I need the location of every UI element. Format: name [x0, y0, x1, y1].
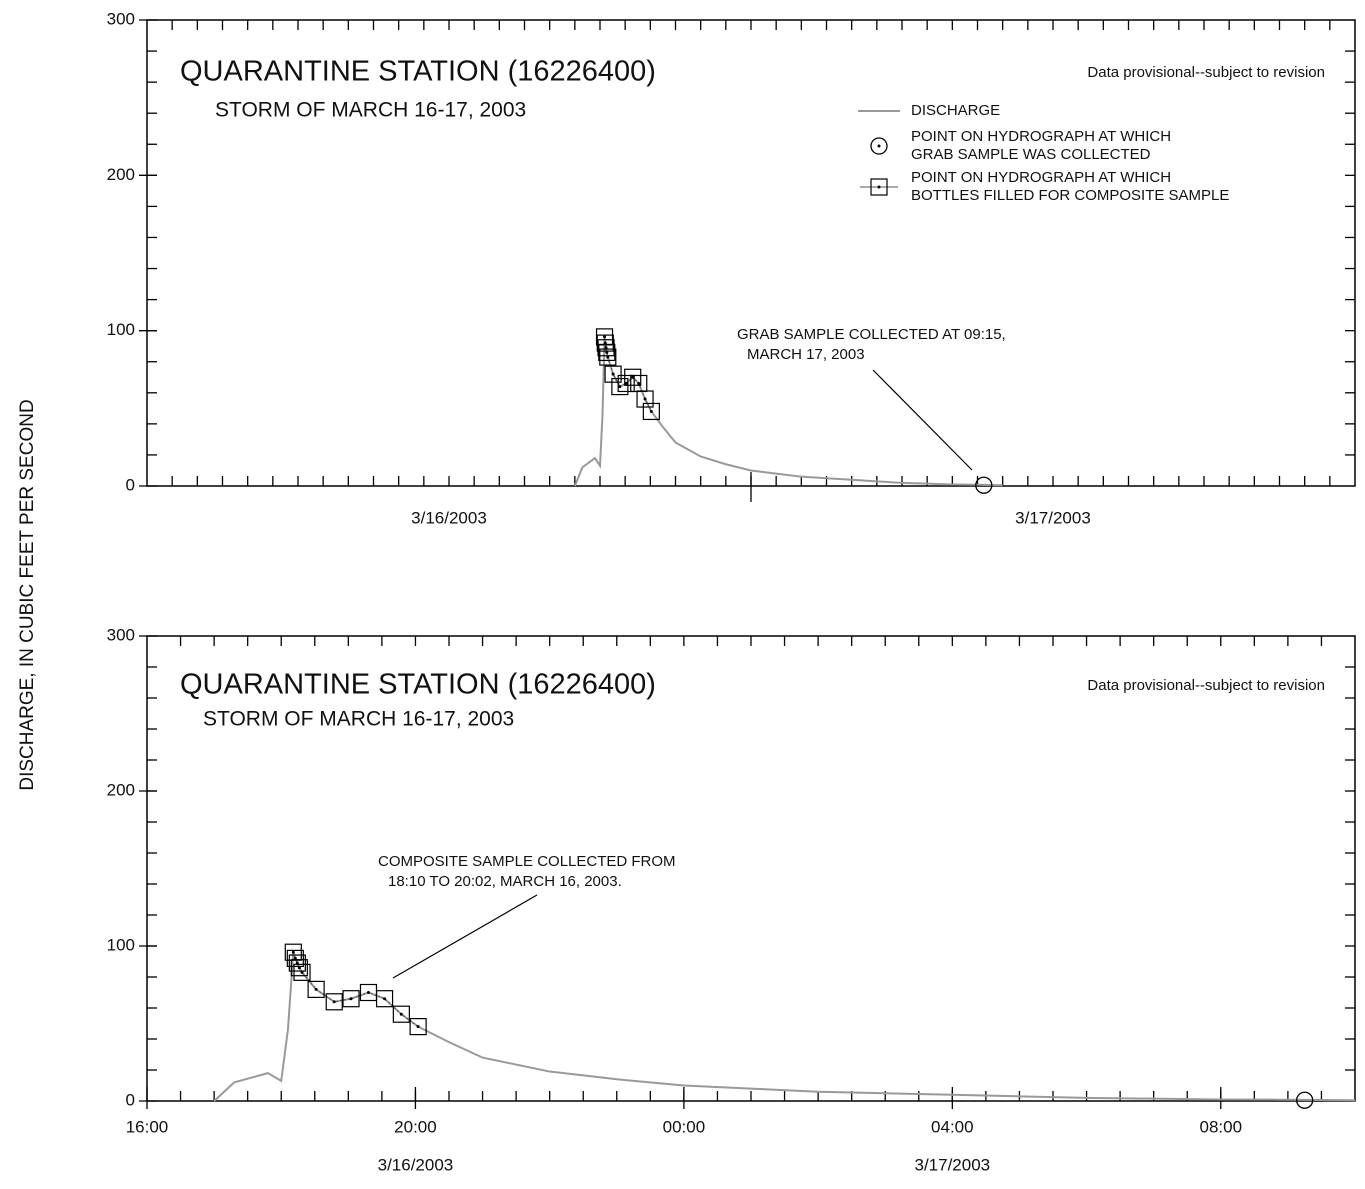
date-label: 3/17/2003	[915, 1155, 991, 1174]
plot-frame	[146, 19, 1356, 487]
legend-circle	[870, 137, 888, 155]
composite-dot	[383, 997, 387, 1001]
composite-sample	[599, 348, 617, 366]
note: Data provisional--subject to revision	[1087, 677, 1325, 694]
legend-dot	[877, 144, 881, 148]
y-tick-label: 200	[107, 780, 135, 799]
composite-sample	[290, 959, 308, 977]
legend-square	[870, 178, 888, 196]
x-tick-label: 16:00	[126, 1117, 169, 1136]
composite-sample	[392, 1005, 410, 1023]
annotation: 18:10 TO 20:02, MARCH 16, 2003.	[388, 873, 622, 890]
composite-line	[292, 952, 419, 1028]
grab-sample	[1296, 1091, 1314, 1109]
composite-dot	[399, 1012, 403, 1016]
composite-sample	[597, 339, 615, 357]
composite-dot	[349, 997, 353, 1001]
composite-sample	[636, 390, 654, 408]
composite-dot	[637, 381, 641, 385]
y-tick-label: 300	[107, 9, 135, 28]
annotation: GRAB SAMPLE COLLECTED AT 09:15,	[737, 326, 1006, 343]
x-tick-label: 3/17/2003	[1015, 508, 1091, 527]
composite-dot	[624, 381, 628, 385]
composite-dot	[603, 335, 607, 339]
composite-sample	[307, 980, 325, 999]
legend-dot	[877, 185, 881, 189]
composite-line	[604, 336, 652, 412]
composite-dot	[366, 991, 370, 994]
composite-sample	[624, 368, 642, 386]
legend-label: DISCHARGE	[911, 102, 1000, 119]
annotation: COMPOSITE SAMPLE COLLECTED FROM	[378, 853, 676, 870]
plot-frame	[146, 635, 1356, 1102]
composite-dot	[300, 970, 304, 974]
y-tick-label: 300	[107, 625, 135, 644]
composite-sample	[598, 343, 616, 362]
composite-sample	[325, 993, 343, 1011]
chart-subtitle: STORM OF MARCH 16-17, 2003	[215, 99, 526, 122]
chart-title: QUARANTINE STATION (16226400)	[180, 669, 656, 701]
composite-dot	[605, 350, 609, 354]
chart-subtitle: STORM OF MARCH 16-17, 2003	[203, 708, 514, 731]
composite-sample	[342, 990, 360, 1008]
annotation: MARCH 17, 2003	[747, 346, 865, 363]
composite-sample	[596, 334, 614, 352]
composite-dot	[649, 409, 653, 413]
y-tick-label: 100	[107, 320, 135, 339]
legend-label: BOTTLES FILLED FOR COMPOSITE SAMPLE	[911, 187, 1229, 204]
composite-sample	[617, 374, 635, 393]
y-axis-label: DISCHARGE, IN CUBIC FEET PER SECOND	[17, 399, 38, 790]
composite-dot	[606, 355, 610, 359]
y-tick-label: 100	[107, 935, 135, 954]
composite-dot	[332, 1000, 336, 1004]
composite-sample	[286, 949, 304, 968]
date-label: 3/16/2003	[378, 1155, 454, 1174]
chart-title: QUARANTINE STATION (16226400)	[180, 56, 656, 88]
x-tick-label: 20:00	[394, 1117, 437, 1136]
composite-dot	[314, 987, 318, 991]
composite-dot	[291, 950, 295, 954]
discharge-line	[213, 951, 1356, 1102]
legend-label: POINT ON HYDROGRAPH AT WHICH	[911, 128, 1171, 145]
composite-sample	[293, 963, 311, 981]
composite-dot	[416, 1025, 420, 1029]
composite-dot	[297, 966, 301, 970]
composite-dot	[643, 397, 647, 401]
composite-sample	[375, 990, 394, 1008]
y-tick-label: 0	[126, 475, 135, 494]
composite-dot	[611, 372, 615, 376]
composite-sample	[409, 1017, 427, 1036]
note: Data provisional--subject to revision	[1087, 64, 1325, 81]
composite-sample	[611, 377, 629, 396]
x-tick-label: 00:00	[663, 1117, 706, 1136]
grab-sample	[975, 476, 993, 494]
composite-sample	[642, 402, 660, 421]
x-tick-label: 08:00	[1200, 1117, 1243, 1136]
annotation-leader	[872, 369, 973, 471]
composite-dot	[618, 385, 622, 389]
composite-sample	[288, 954, 306, 972]
composite-dot	[631, 375, 635, 379]
annotation-leader	[392, 894, 538, 979]
x-tick-label: 3/16/2003	[411, 508, 487, 527]
composite-sample	[604, 365, 622, 383]
legend-label: GRAB SAMPLE WAS COLLECTED	[911, 146, 1151, 163]
y-tick-label: 200	[107, 165, 135, 184]
y-tick-label: 0	[126, 1090, 135, 1109]
x-tick-label: 04:00	[931, 1117, 974, 1136]
legend-label: POINT ON HYDROGRAPH AT WHICH	[911, 169, 1171, 186]
